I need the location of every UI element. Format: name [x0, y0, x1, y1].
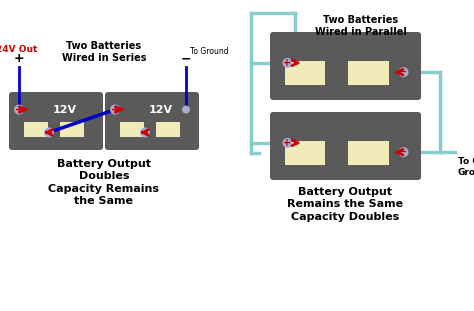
Circle shape: [14, 104, 24, 114]
Text: −: −: [45, 128, 53, 137]
Text: +: +: [283, 58, 292, 68]
Text: −: −: [181, 53, 191, 66]
Bar: [348, 141, 389, 165]
FancyBboxPatch shape: [105, 92, 199, 150]
Text: +12 volts: +12 volts: [295, 0, 362, 3]
Circle shape: [110, 104, 120, 114]
Text: +: +: [283, 138, 292, 148]
Circle shape: [44, 128, 54, 137]
Bar: [156, 122, 180, 137]
Bar: [120, 122, 144, 137]
Text: 12V: 12V: [53, 104, 77, 114]
Text: +: +: [14, 53, 24, 66]
FancyBboxPatch shape: [270, 112, 421, 180]
Text: −: −: [400, 67, 408, 77]
Bar: [24, 122, 48, 137]
Text: Battery Output
Remains the Same
Capacity Doubles: Battery Output Remains the Same Capacity…: [287, 187, 403, 222]
Bar: [60, 122, 84, 137]
Circle shape: [283, 138, 292, 148]
FancyBboxPatch shape: [270, 32, 421, 100]
Text: 24V Out: 24V Out: [0, 44, 38, 53]
FancyBboxPatch shape: [9, 92, 103, 150]
Text: −: −: [141, 128, 149, 137]
Bar: [284, 141, 325, 165]
Text: −: −: [400, 147, 408, 157]
Text: To Ground: To Ground: [190, 47, 228, 55]
Text: Battery Output
Doubles
Capacity Remains
the Same: Battery Output Doubles Capacity Remains …: [48, 159, 159, 206]
Circle shape: [283, 58, 292, 68]
Circle shape: [399, 147, 409, 157]
Text: +: +: [111, 104, 119, 114]
Bar: [284, 61, 325, 85]
Circle shape: [140, 128, 150, 137]
Circle shape: [399, 67, 409, 77]
Text: To Chassis
Ground: To Chassis Ground: [458, 157, 474, 177]
Text: Two Batteries
Wired in Series: Two Batteries Wired in Series: [62, 41, 146, 63]
Bar: [348, 61, 389, 85]
Text: 12V: 12V: [149, 104, 173, 114]
Circle shape: [182, 105, 190, 114]
Text: Two Batteries
Wired in Parallel: Two Batteries Wired in Parallel: [315, 15, 406, 37]
Text: +: +: [15, 104, 23, 114]
